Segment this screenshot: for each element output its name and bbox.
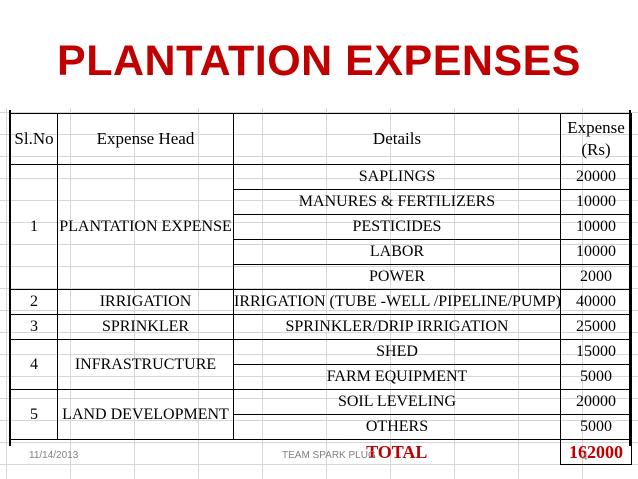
- table-row: 4 INFRASTRUCTURE SHED 15000: [10, 339, 632, 390]
- cell-detail: IRRIGATION (TUBE -WELL /PIPELINE/PUMP): [233, 289, 561, 315]
- cell-detail: PESTICIDES: [233, 214, 561, 240]
- cell-detail: LABOR: [233, 239, 561, 265]
- header-details: Details: [233, 113, 561, 165]
- table-header-row: Sl.No Expense Head Details Expense (Rs): [10, 113, 632, 165]
- blank-cell: [58, 440, 234, 465]
- cell-sl-no: 2: [10, 289, 58, 315]
- table-row: FARM EQUIPMENT 5000: [11, 364, 632, 390]
- cell-sl-no: 5: [10, 389, 58, 440]
- header-expense: Expense (Rs): [560, 113, 632, 165]
- total-row: TOTAL 162000: [11, 439, 632, 465]
- cell-sl-no: 4: [10, 339, 58, 390]
- cell-detail: SOIL LEVELING: [233, 389, 561, 415]
- header-expense-line1: Expense: [567, 118, 625, 137]
- header-expense-head: Expense Head: [57, 113, 234, 165]
- cell-amount: 10000: [560, 239, 632, 265]
- cell-detail: SAPLINGS: [233, 164, 561, 190]
- cell-expense-head: INFRASTRUCTURE: [57, 339, 234, 390]
- cell-amount: 25000: [560, 314, 632, 340]
- footer-date: 11/14/2013: [29, 450, 79, 461]
- cell-detail: MANURES & FERTILIZERS: [233, 189, 561, 215]
- cell-amount: 40000: [560, 289, 632, 315]
- table-row: 5 LAND DEVELOPMENT SOIL LEVELING 20000: [10, 389, 632, 440]
- header-expense-line2: (Rs): [581, 140, 611, 159]
- cell-amount: 10000: [560, 214, 632, 240]
- table-row: LABOR 10000: [11, 239, 632, 265]
- cell-amount: 5000: [560, 364, 632, 390]
- cell-amount: 20000: [560, 164, 632, 190]
- cell-sl-no: 3: [10, 314, 58, 340]
- cell-detail: SPRINKLER/DRIP IRRIGATION: [233, 314, 561, 340]
- cell-amount: 2000: [560, 264, 632, 290]
- footer-team: TEAM SPARK PLUG: [282, 450, 376, 461]
- cell-expense-head: LAND DEVELOPMENT: [57, 389, 234, 440]
- cell-detail: POWER: [233, 264, 561, 290]
- cell-amount: 5000: [560, 414, 632, 440]
- expense-table: Sl.No Expense Head Details Expense (Rs) …: [10, 113, 632, 465]
- cell-detail: OTHERS: [233, 414, 561, 440]
- cell-detail: FARM EQUIPMENT: [233, 364, 561, 390]
- table-row: POWER 2000: [11, 264, 632, 290]
- table-row: 1 PLANTATION EXPENSE SAPLINGS 20000: [10, 164, 632, 290]
- slide-title: PLANTATION EXPENSES: [57, 37, 581, 85]
- cell-expense-head: PLANTATION EXPENSE: [57, 164, 234, 290]
- cell-amount: 15000: [560, 339, 632, 365]
- cell-expense-head: SPRINKLER: [57, 314, 234, 340]
- footer-page-number: 4: [582, 452, 588, 463]
- cell-amount: 20000: [560, 389, 632, 415]
- table-row: 2 IRRIGATION IRRIGATION (TUBE -WELL /PIP…: [10, 289, 632, 315]
- table-row: 3 SPRINKLER SPRINKLER/DRIP IRRIGATION 25…: [10, 314, 632, 340]
- header-sl-no: Sl.No: [10, 113, 58, 165]
- cell-amount: 10000: [560, 189, 632, 215]
- total-label: TOTAL: [233, 439, 561, 465]
- cell-detail: SHED: [233, 339, 561, 365]
- total-value: 162000: [560, 439, 632, 465]
- table-row: OTHERS 5000: [11, 414, 632, 440]
- cell-expense-head: IRRIGATION: [57, 289, 234, 315]
- table-row: PESTICIDES 10000: [11, 214, 632, 240]
- cell-sl-no: 1: [10, 164, 58, 290]
